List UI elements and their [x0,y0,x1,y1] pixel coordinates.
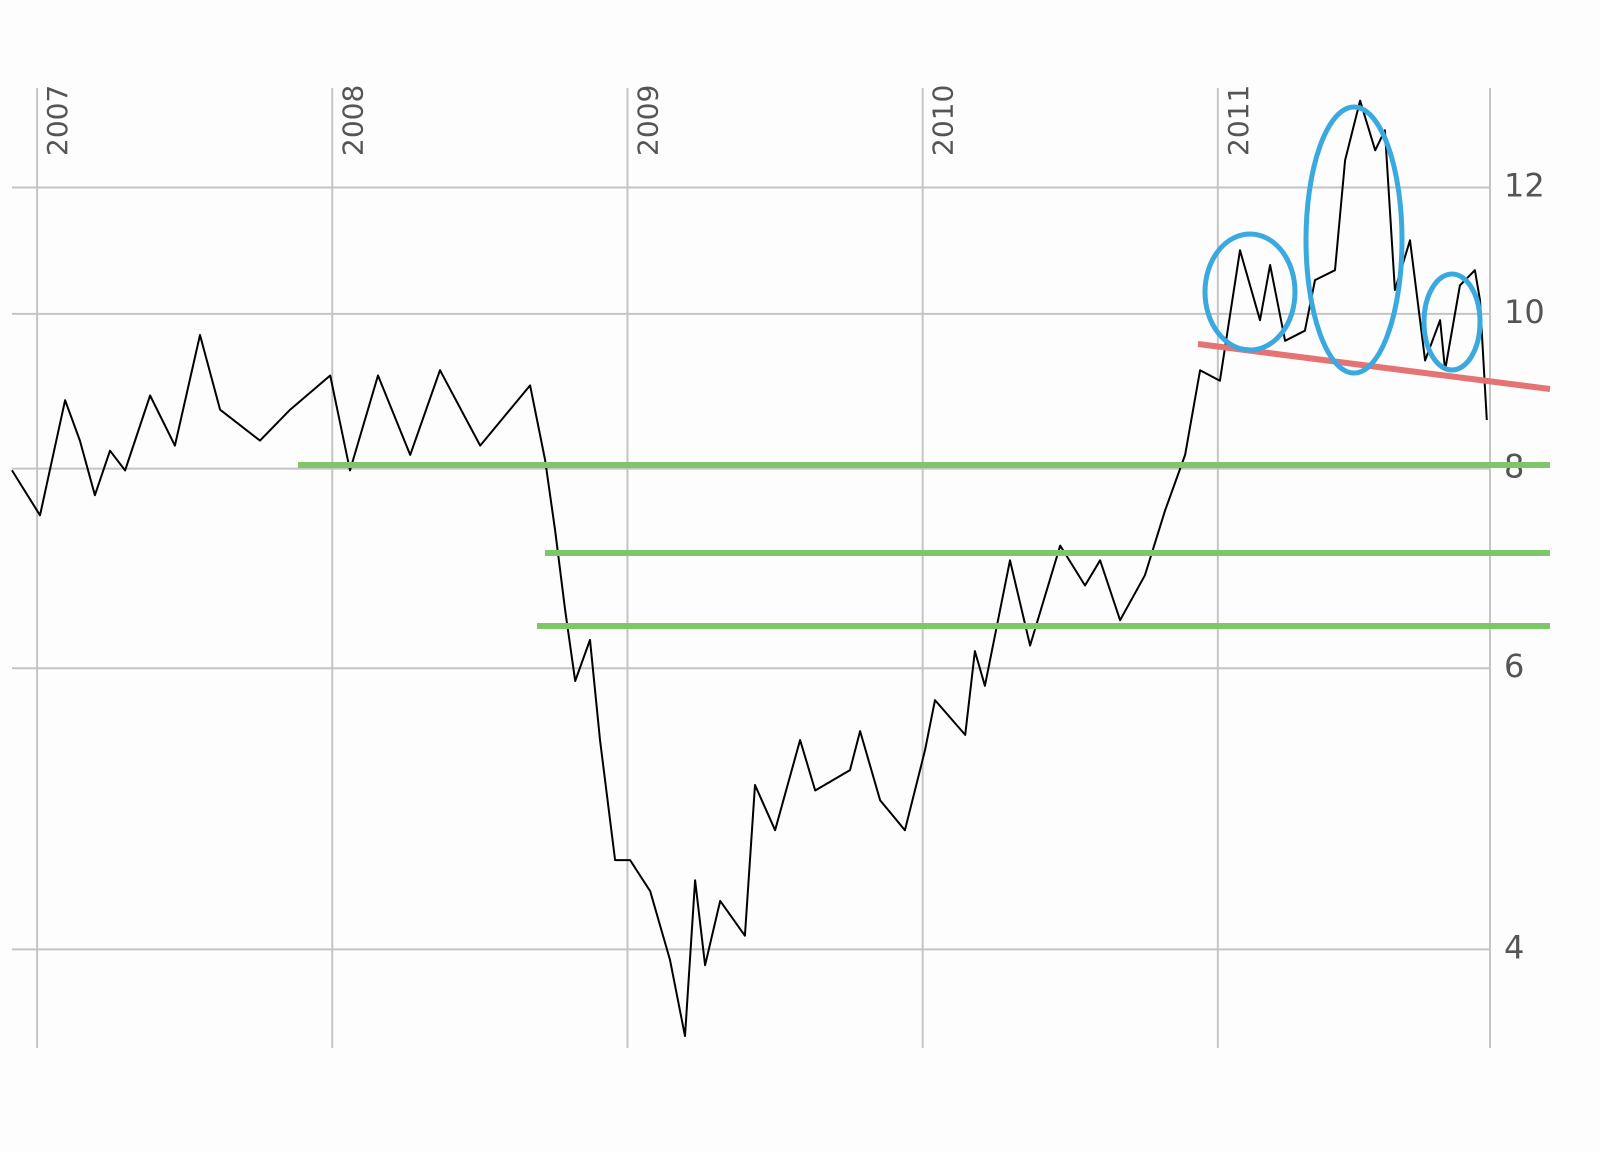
right-shoulder [1421,271,1483,373]
x-tick-label: 2011 [1222,85,1255,156]
y-tick-label: 12 [1504,166,1545,204]
x-tick-label: 2008 [336,85,369,156]
price-line [11,99,1488,1038]
x-tick-label: 2009 [631,85,664,156]
left-shoulder [1202,231,1298,353]
annotations [298,104,1551,629]
head [1303,104,1405,376]
x-tick-label: 2010 [927,85,960,156]
y-tick-label: 10 [1504,293,1545,331]
x-tick-label: 2007 [41,85,74,156]
grid: 468101220072008200920102011 [12,85,1545,1048]
series [11,99,1488,1038]
y-tick-label: 4 [1504,928,1524,966]
y-tick-label: 6 [1504,647,1524,685]
